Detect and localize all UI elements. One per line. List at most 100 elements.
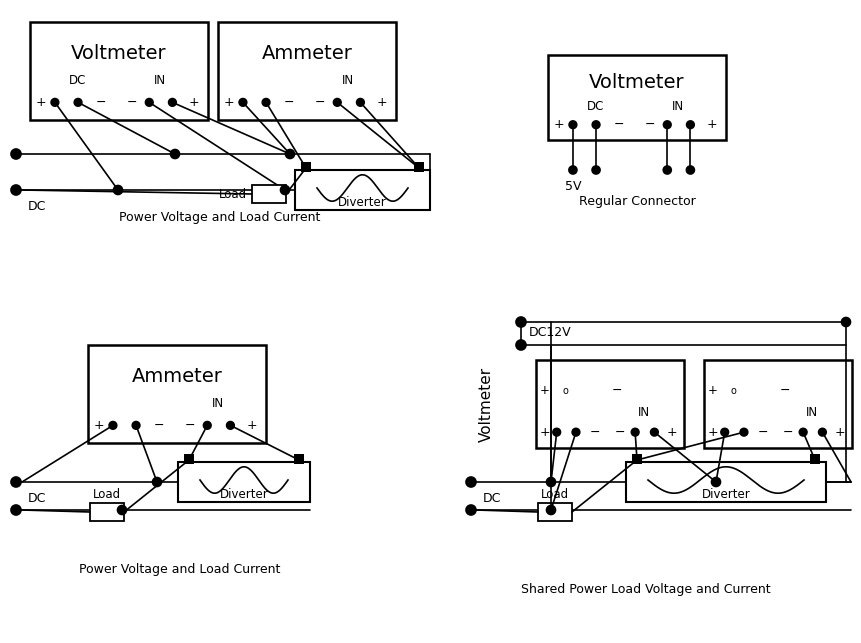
Text: Load: Load: [93, 489, 121, 502]
Bar: [301, 162, 311, 172]
Circle shape: [592, 121, 600, 129]
Text: −: −: [644, 118, 654, 131]
Text: DC: DC: [28, 491, 46, 505]
Text: −: −: [284, 96, 294, 109]
Bar: [88, 345, 266, 443]
Circle shape: [516, 317, 526, 327]
Text: +: +: [554, 118, 564, 131]
Text: +: +: [93, 419, 104, 432]
Bar: [414, 162, 424, 172]
Circle shape: [117, 505, 127, 514]
Text: DC: DC: [70, 75, 87, 87]
Text: −: −: [314, 96, 325, 109]
Circle shape: [466, 477, 476, 487]
Text: +: +: [706, 118, 717, 131]
Circle shape: [631, 428, 639, 436]
Text: −: −: [614, 118, 624, 131]
Text: Diverter: Diverter: [702, 487, 751, 500]
Circle shape: [114, 185, 122, 194]
Bar: [704, 360, 852, 448]
Circle shape: [573, 428, 579, 436]
Text: 5V: 5V: [565, 179, 581, 192]
Text: −: −: [184, 419, 195, 432]
Circle shape: [651, 428, 658, 436]
Circle shape: [356, 98, 364, 106]
Text: +: +: [189, 96, 199, 109]
Circle shape: [686, 166, 695, 174]
Text: o: o: [562, 386, 568, 396]
Text: IN: IN: [342, 75, 354, 87]
Bar: [548, 55, 726, 140]
Text: −: −: [784, 426, 794, 439]
Text: Shared Power Load Voltage and Current: Shared Power Load Voltage and Current: [521, 583, 771, 597]
Bar: [632, 454, 642, 464]
Circle shape: [239, 98, 247, 106]
Text: Regular Connector: Regular Connector: [579, 195, 696, 208]
Text: o: o: [731, 386, 736, 396]
Circle shape: [547, 478, 555, 487]
Text: DC: DC: [587, 100, 604, 113]
Text: Ammeter: Ammeter: [132, 367, 222, 386]
Text: +: +: [835, 426, 846, 439]
Circle shape: [133, 422, 139, 429]
Text: −: −: [96, 96, 107, 109]
Text: Voltmeter: Voltmeter: [589, 73, 684, 92]
Circle shape: [721, 428, 728, 436]
Text: IN: IN: [212, 397, 224, 410]
Text: Diverter: Diverter: [220, 487, 269, 500]
Text: +: +: [540, 426, 550, 439]
Text: Voltmeter: Voltmeter: [479, 367, 493, 442]
Circle shape: [569, 166, 577, 174]
Text: −: −: [154, 419, 164, 432]
Circle shape: [146, 98, 153, 106]
Circle shape: [711, 478, 721, 487]
Circle shape: [333, 98, 341, 106]
Text: Voltmeter: Voltmeter: [71, 44, 167, 63]
Text: IN: IN: [638, 406, 650, 419]
Text: IN: IN: [154, 75, 166, 87]
Circle shape: [11, 185, 21, 195]
Bar: [90, 503, 124, 521]
Text: IN: IN: [806, 406, 818, 419]
Bar: [538, 503, 572, 521]
Circle shape: [819, 428, 827, 436]
Text: −: −: [780, 385, 790, 397]
Bar: [626, 462, 826, 502]
Circle shape: [592, 166, 600, 174]
Text: Diverter: Diverter: [338, 195, 387, 208]
Circle shape: [553, 428, 561, 436]
Text: Power Voltage and Load Current: Power Voltage and Load Current: [120, 212, 320, 224]
Circle shape: [841, 318, 851, 327]
Bar: [178, 462, 310, 502]
Text: IN: IN: [672, 100, 684, 113]
Circle shape: [263, 98, 269, 106]
Text: Ammeter: Ammeter: [262, 44, 352, 63]
Circle shape: [109, 422, 117, 429]
Bar: [30, 22, 208, 120]
Bar: [295, 170, 430, 210]
Circle shape: [51, 98, 59, 106]
Circle shape: [152, 478, 162, 487]
Circle shape: [663, 166, 672, 174]
Circle shape: [466, 505, 476, 515]
Circle shape: [11, 505, 21, 515]
Bar: [294, 454, 304, 464]
Text: DC: DC: [28, 199, 46, 212]
Text: +: +: [376, 96, 387, 109]
Text: Power Voltage and Load Current: Power Voltage and Load Current: [79, 563, 281, 577]
Circle shape: [516, 340, 526, 350]
Text: DC: DC: [483, 491, 501, 505]
Bar: [218, 22, 396, 120]
Circle shape: [169, 98, 177, 106]
Circle shape: [11, 149, 21, 159]
Text: Load: Load: [219, 188, 247, 201]
Circle shape: [203, 422, 211, 429]
Circle shape: [547, 505, 555, 514]
Circle shape: [170, 150, 179, 159]
Text: +: +: [708, 385, 718, 397]
Circle shape: [799, 428, 807, 436]
Circle shape: [281, 185, 289, 194]
Text: Load: Load: [541, 489, 569, 502]
Text: −: −: [758, 426, 769, 439]
Bar: [252, 185, 286, 203]
